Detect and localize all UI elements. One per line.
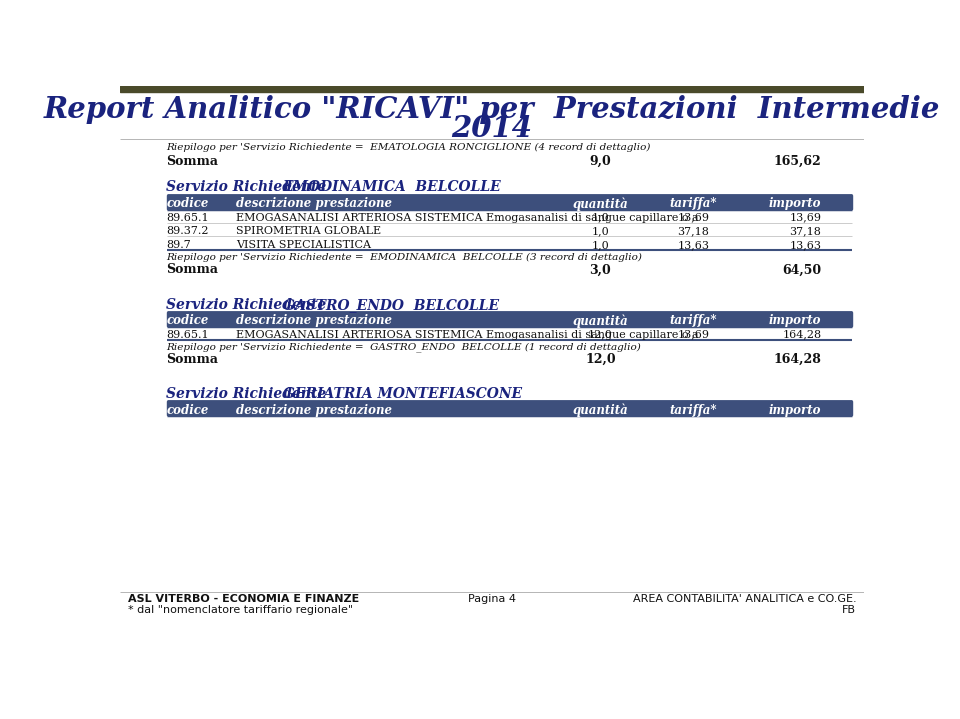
Text: 164,28: 164,28 <box>774 353 822 366</box>
Text: 13,63: 13,63 <box>678 240 709 250</box>
Text: Somma: Somma <box>166 155 219 168</box>
Text: 3,0: 3,0 <box>589 263 612 276</box>
Text: Somma: Somma <box>166 263 219 276</box>
Text: descrizione prestazione: descrizione prestazione <box>236 197 393 210</box>
Text: Riepilogo per 'Servizio Richiedente =  EMODINAMICA  BELCOLLE (3 record di dettag: Riepilogo per 'Servizio Richiedente = EM… <box>166 252 642 262</box>
Text: Pagina 4: Pagina 4 <box>468 595 516 605</box>
Text: Servizio Richiedente: Servizio Richiedente <box>166 388 326 401</box>
Text: quantità: quantità <box>572 403 629 417</box>
Text: VISITA SPECIALISTICA: VISITA SPECIALISTICA <box>236 240 372 250</box>
Text: descrizione prestazione: descrizione prestazione <box>236 403 393 416</box>
Text: 89.65.1: 89.65.1 <box>166 329 209 339</box>
Text: 37,18: 37,18 <box>678 226 709 237</box>
Text: Riepilogo per 'Servizio Richiedente =  GASTRO_ENDO  BELCOLLE (1 record di dettag: Riepilogo per 'Servizio Richiedente = GA… <box>166 342 641 352</box>
Text: codice: codice <box>166 314 209 327</box>
Text: quantità: quantità <box>572 197 629 211</box>
Text: 12,0: 12,0 <box>588 329 612 339</box>
Text: Report Analitico "RICAVI" per  Prestazioni  Intermedie: Report Analitico "RICAVI" per Prestazion… <box>44 95 940 124</box>
Bar <box>166 195 852 209</box>
Text: importo: importo <box>769 197 822 210</box>
Text: 13,69: 13,69 <box>789 213 822 223</box>
Text: EMOGASANALISI ARTERIOSA SISTEMICA Emogasanalisi di sangue capillare o a: EMOGASANALISI ARTERIOSA SISTEMICA Emogas… <box>236 329 699 339</box>
Text: GASTRO_ENDO  BELCOLLE: GASTRO_ENDO BELCOLLE <box>283 298 499 312</box>
Text: 1,0: 1,0 <box>591 213 610 223</box>
Text: 89.37.2: 89.37.2 <box>166 226 209 237</box>
Text: descrizione prestazione: descrizione prestazione <box>236 314 393 327</box>
Text: importo: importo <box>769 403 822 416</box>
Text: SPIROMETRIA GLOBALE: SPIROMETRIA GLOBALE <box>236 226 381 237</box>
Text: ASL VITERBO - ECONOMIA E FINANZE: ASL VITERBO - ECONOMIA E FINANZE <box>128 595 359 605</box>
Text: 89.7: 89.7 <box>166 240 191 250</box>
Text: FB: FB <box>842 605 856 615</box>
Bar <box>120 86 864 91</box>
Text: importo: importo <box>769 314 822 327</box>
Text: Riepilogo per 'Servizio Richiedente =  EMATOLOGIA RONCIGLIONE (4 record di detta: Riepilogo per 'Servizio Richiedente = EM… <box>166 142 651 152</box>
Text: Somma: Somma <box>166 353 219 366</box>
Text: AREA CONTABILITA' ANALITICA e CO.GE.: AREA CONTABILITA' ANALITICA e CO.GE. <box>633 595 856 605</box>
Text: 1,0: 1,0 <box>591 226 610 237</box>
Text: 2014: 2014 <box>451 114 533 143</box>
Text: 1,0: 1,0 <box>591 240 610 250</box>
Text: Servizio Richiedente: Servizio Richiedente <box>166 298 326 312</box>
Text: tariffa*: tariffa* <box>670 314 717 327</box>
Text: quantità: quantità <box>572 314 629 328</box>
Text: 13,69: 13,69 <box>678 213 709 223</box>
Text: Servizio Richiedente: Servizio Richiedente <box>166 180 326 194</box>
Text: 12,0: 12,0 <box>586 353 615 366</box>
Text: 165,62: 165,62 <box>774 155 822 168</box>
Text: tariffa*: tariffa* <box>670 197 717 210</box>
Text: codice: codice <box>166 197 209 210</box>
Text: tariffa*: tariffa* <box>670 403 717 416</box>
Text: GERIATRIA MONTEFIASCONE: GERIATRIA MONTEFIASCONE <box>283 388 522 401</box>
Text: 13,63: 13,63 <box>789 240 822 250</box>
Text: 37,18: 37,18 <box>789 226 822 237</box>
Text: EMOGASANALISI ARTERIOSA SISTEMICA Emogasanalisi di sangue capillare o a: EMOGASANALISI ARTERIOSA SISTEMICA Emogas… <box>236 213 699 223</box>
Bar <box>166 312 852 326</box>
Text: codice: codice <box>166 403 209 416</box>
Text: 89.65.1: 89.65.1 <box>166 213 209 223</box>
Text: 9,0: 9,0 <box>589 155 612 168</box>
Bar <box>166 401 852 415</box>
Text: * dal "nomenclatore tariffario regionale": * dal "nomenclatore tariffario regionale… <box>128 605 353 615</box>
Text: 164,28: 164,28 <box>782 329 822 339</box>
Text: 64,50: 64,50 <box>782 263 822 276</box>
Text: 13,69: 13,69 <box>678 329 709 339</box>
Text: EMODINAMICA  BELCOLLE: EMODINAMICA BELCOLLE <box>283 180 501 194</box>
